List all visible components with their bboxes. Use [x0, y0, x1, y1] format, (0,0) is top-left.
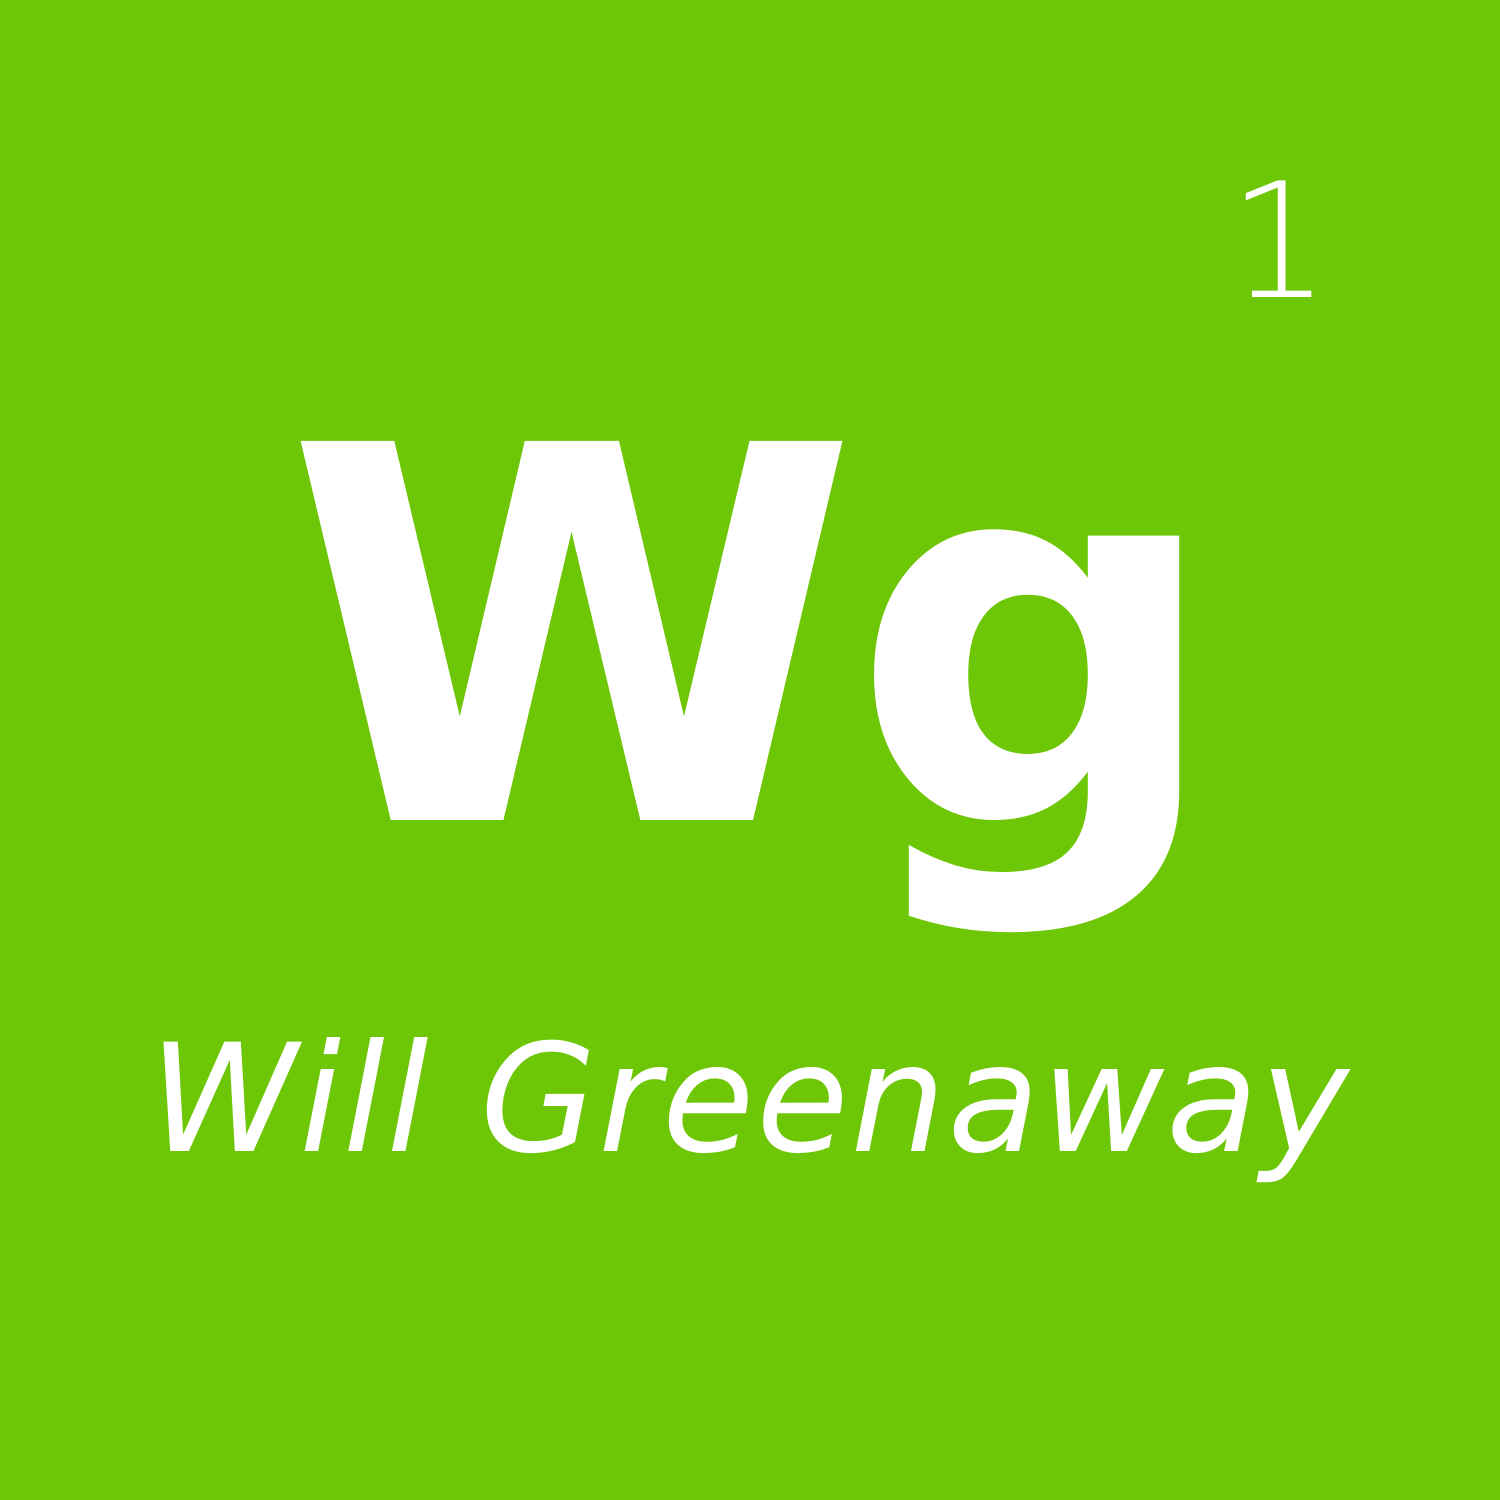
element-name: Will Greenaway	[149, 1013, 1351, 1187]
element-symbol: Wg	[285, 337, 1223, 943]
atomic-number: 1	[1228, 148, 1330, 335]
